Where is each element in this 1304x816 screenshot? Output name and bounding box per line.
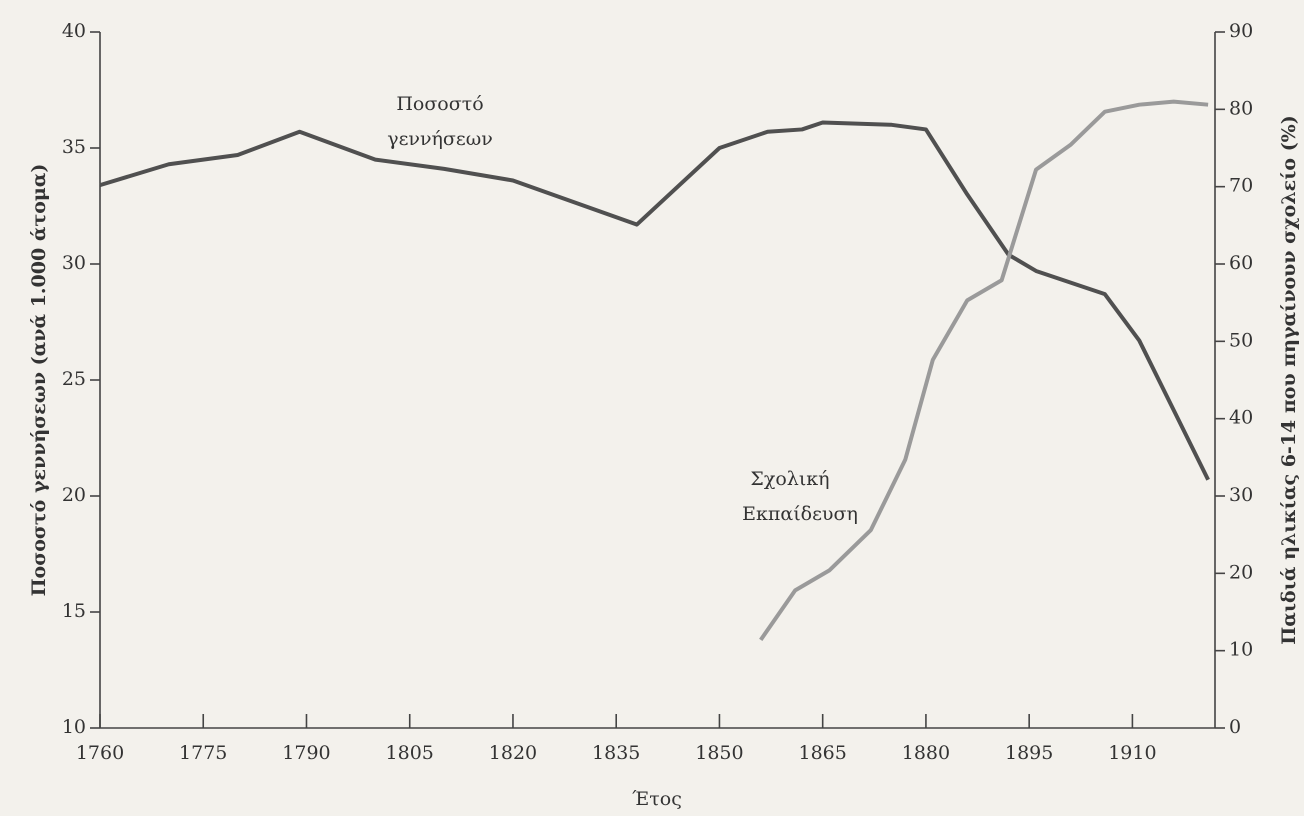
- x-tick-label: 1865: [799, 742, 847, 764]
- y2-tick-label: 80: [1229, 97, 1253, 119]
- x-tick-label: 1895: [1005, 742, 1053, 764]
- x-axis-label: Έτος: [632, 788, 682, 810]
- y2-tick-label: 90: [1229, 20, 1253, 42]
- y2-tick-label: 30: [1229, 484, 1253, 506]
- y2-tick-label: 10: [1229, 639, 1253, 661]
- annotation: Ποσοστό: [396, 93, 483, 115]
- annotation: Εκπαίδευση: [742, 503, 858, 525]
- x-tick-label: 1805: [386, 742, 434, 764]
- x-tick-label: 1760: [76, 742, 124, 764]
- x-tick-label: 1910: [1108, 742, 1156, 764]
- y2-tick-label: 20: [1229, 561, 1253, 583]
- x-tick-label: 1835: [592, 742, 640, 764]
- y2-tick-label: 70: [1229, 175, 1253, 197]
- x-tick-label: 1880: [902, 742, 950, 764]
- series-line: [99, 120, 1210, 481]
- y-tick-label: 10: [62, 716, 86, 738]
- series-line: [759, 99, 1209, 641]
- y-tick-label: 40: [62, 20, 86, 42]
- y2-tick-label: 0: [1229, 716, 1241, 738]
- y2-tick-label: 50: [1229, 329, 1253, 351]
- x-tick-label: 1850: [695, 742, 743, 764]
- annotation: Σχολική: [750, 468, 829, 490]
- y-tick-label: 30: [62, 252, 86, 274]
- y2-tick-label: 40: [1229, 407, 1253, 429]
- y-axis-label: Ποσοστό γεννήσεων (ανά 1.000 άτομα): [28, 164, 50, 597]
- x-tick-label: 1775: [179, 742, 227, 764]
- y-tick-label: 35: [62, 136, 86, 158]
- y2-tick-label: 60: [1229, 252, 1253, 274]
- y-tick-label: 15: [62, 600, 86, 622]
- x-tick-label: 1820: [489, 742, 537, 764]
- y-tick-label: 20: [62, 484, 86, 506]
- x-tick-label: 1790: [282, 742, 330, 764]
- annotation: γεννήσεων: [387, 128, 493, 150]
- y-tick-label: 25: [62, 368, 86, 390]
- y2-axis-label: Παιδιά ηλικίας 6-14 που πηγαίνουν σχολεί…: [1278, 115, 1300, 644]
